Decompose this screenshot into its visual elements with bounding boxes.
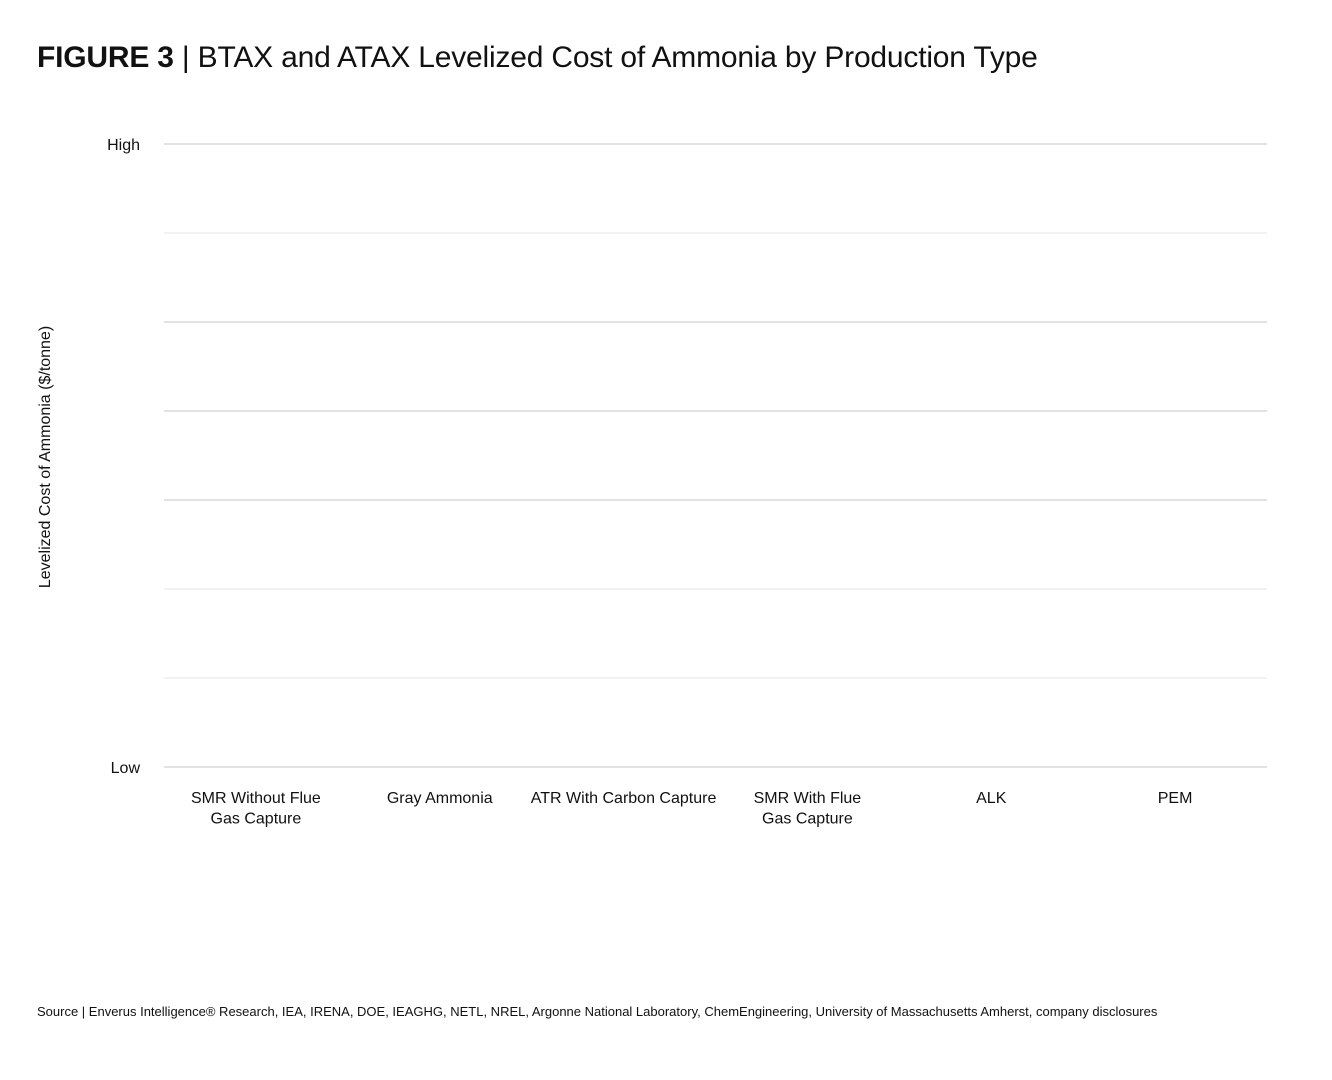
title-separator: | <box>181 41 190 74</box>
chart-title: BTAX and ATAX Levelized Cost of Ammonia … <box>197 41 1038 74</box>
x-tick-label: SMR Without Flue Gas Capture <box>191 790 321 828</box>
gridlines <box>164 143 1267 768</box>
x-tick-label: SMR With Flue Gas Capture <box>754 790 862 828</box>
figure-title: FIGURE 3 | BTAX and ATAX Levelized Cost … <box>37 38 1038 78</box>
source-note: Source | Enverus Intelligence® Research,… <box>37 1004 1158 1019</box>
x-tick-label: ATR With Carbon Capture <box>531 790 717 807</box>
x-tick-label: Gray Ammonia <box>387 790 493 807</box>
x-tick-label: PEM <box>1158 790 1193 807</box>
y-axis-ticks: High Low <box>107 137 140 777</box>
y-tick-label-low: Low <box>111 760 141 777</box>
y-tick-label-high: High <box>107 137 140 154</box>
figure-number: FIGURE 3 <box>37 41 174 74</box>
y-axis-label: Levelized Cost of Ammonia ($/tonne) <box>37 326 54 588</box>
x-axis-ticks: SMR Without Flue Gas Capture Gray Ammonia A… <box>191 790 1192 828</box>
x-tick-label: ALK <box>976 790 1007 807</box>
